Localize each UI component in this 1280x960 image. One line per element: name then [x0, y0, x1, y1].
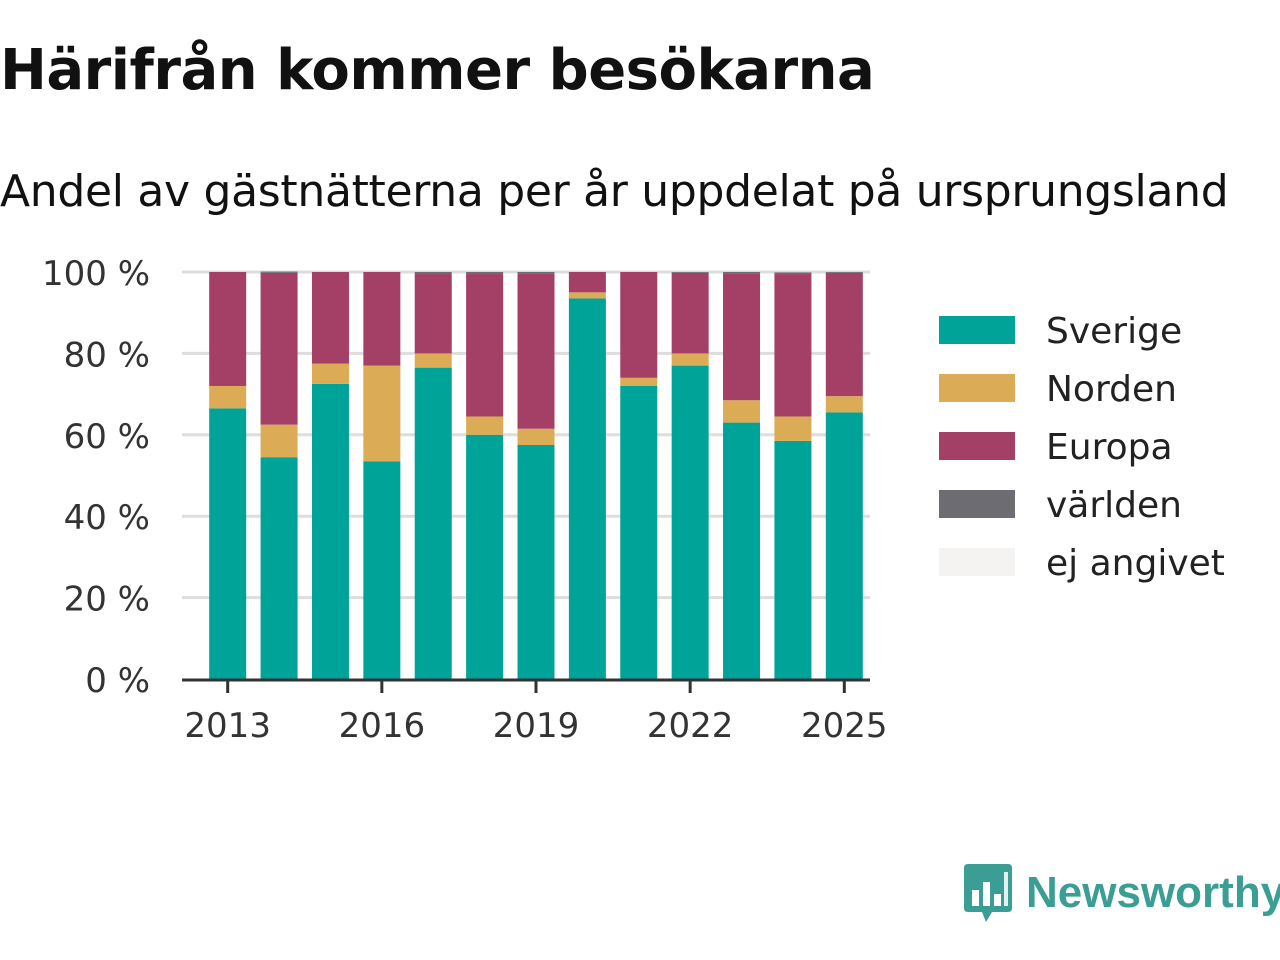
y-axis-tick-labels: 0 % 20 % 40 % 60 % 80 % 100 %: [42, 254, 150, 701]
bar-segment-världen: [825, 272, 863, 273]
bar-stack-2024: [774, 272, 812, 679]
legend: Sverige Norden Europa världen ej angivet: [939, 311, 1225, 584]
bar-segment-norden: [723, 400, 761, 423]
bar-stack-2021: [620, 272, 658, 679]
bar-segment-europa: [723, 273, 761, 401]
y-tick-label: 20 %: [64, 580, 150, 620]
bar-segment-europa: [517, 273, 555, 429]
bar-segment-norden: [363, 365, 401, 462]
bar-segment-europa: [774, 274, 812, 417]
bar-segment-sverige: [414, 367, 452, 679]
bar-segment-norden: [825, 396, 863, 413]
bar-segment-norden: [671, 353, 709, 366]
newsworthy-logo-text: Newsworthy: [1026, 868, 1280, 917]
bar-segment-norden: [774, 416, 812, 441]
bar-segment-norden: [466, 416, 504, 435]
bar-segment-världen: [466, 272, 504, 275]
legend-swatch: [939, 432, 1015, 460]
bar-stack-2019: [517, 272, 555, 679]
bar-segment-sverige: [260, 457, 298, 679]
bar-stack-2020: [568, 272, 606, 679]
bar-segment-sverige: [774, 440, 812, 679]
bar-stack-2015: [311, 272, 349, 679]
y-tick-label: 0 %: [85, 661, 150, 701]
newsworthy-logo[interactable]: Newsworthy: [962, 862, 1280, 924]
bar-stack-2014: [260, 271, 298, 679]
bar-segment-världen: [723, 272, 761, 274]
bar-segment-europa: [311, 272, 349, 364]
y-tick-label: 60 %: [64, 417, 150, 457]
bar-segment-världen: [517, 272, 555, 274]
bar-segment-sverige: [620, 385, 658, 679]
bar-segment-världen: [671, 272, 709, 273]
chart-subtitle: Andel av gästnätterna per år uppdelat på…: [0, 166, 1229, 217]
bar-segment-europa: [671, 272, 709, 354]
bar-segment-norden: [311, 363, 349, 384]
bar-segment-europa: [466, 274, 504, 417]
x-axis: 2013 2016 2019 2022 2025: [182, 678, 888, 746]
legend-swatch: [939, 316, 1015, 344]
bar-segment-norden: [568, 292, 606, 299]
bar-segment-sverige: [825, 412, 863, 679]
bar-segment-sverige: [568, 298, 606, 679]
legend-swatch: [939, 490, 1015, 518]
bar-segment-europa: [209, 272, 247, 386]
bar-stack-2018: [466, 272, 504, 679]
bar-segment-sverige: [311, 383, 349, 679]
y-tick-label: 100 %: [42, 254, 150, 294]
legend-swatch: [939, 548, 1015, 576]
bar-segment-sverige: [209, 408, 247, 679]
bar-segment-världen: [414, 272, 452, 275]
bar-segment-europa: [825, 272, 863, 397]
bar-segment-sverige: [517, 444, 555, 679]
legend-label: Sverige: [1046, 311, 1182, 352]
bar-segment-sverige: [363, 461, 401, 679]
bar-segment-sverige: [466, 434, 504, 679]
bar-segment-europa: [568, 272, 606, 293]
legend-swatch: [939, 374, 1015, 402]
bar-stack-2017: [414, 272, 452, 679]
bar-stack-2023: [723, 272, 761, 679]
bar-segment-världen: [774, 272, 812, 275]
y-tick-label: 40 %: [64, 498, 150, 538]
bar-segment-världen: [260, 271, 298, 273]
bar-stack-2013: [209, 272, 247, 679]
bar-segment-europa: [620, 272, 658, 378]
bar-stack-2025: [825, 272, 863, 679]
bar-segment-norden: [260, 424, 298, 458]
bar-segment-norden: [517, 428, 555, 445]
x-tick-label: 2013: [184, 706, 271, 746]
x-tick-label: 2016: [339, 706, 426, 746]
bar-segment-europa: [363, 272, 401, 366]
bar-segment-sverige: [723, 422, 761, 679]
bar-segment-europa: [414, 274, 452, 354]
bar-segment-norden: [414, 353, 452, 368]
x-tick-label: 2019: [493, 706, 580, 746]
x-tick-label: 2022: [647, 706, 734, 746]
bar-segment-norden: [209, 385, 247, 409]
legend-label: Europa: [1046, 427, 1173, 468]
bar-segment-norden: [620, 377, 658, 386]
bar-stack-2022: [671, 272, 709, 679]
legend-label: ej angivet: [1046, 543, 1225, 584]
legend-label: världen: [1046, 485, 1182, 526]
legend-label: Norden: [1046, 369, 1177, 410]
bar-stacks: [209, 271, 863, 679]
x-tick-label: 2025: [801, 706, 888, 746]
bar-segment-europa: [260, 272, 298, 425]
bar-segment-sverige: [671, 365, 709, 679]
chart-title: Härifrån kommer besökarna: [0, 38, 875, 103]
y-tick-label: 80 %: [64, 335, 150, 375]
bar-stack-2016: [363, 272, 401, 679]
bar-chart-speech-bubble-icon: [964, 864, 1012, 922]
